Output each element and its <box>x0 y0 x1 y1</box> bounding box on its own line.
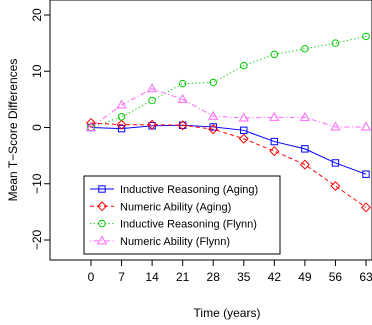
legend-box <box>83 175 281 255</box>
data-point <box>240 126 248 135</box>
data-point <box>270 137 279 146</box>
data-point <box>299 111 311 121</box>
data-point <box>360 202 372 213</box>
legend-marker <box>96 201 108 212</box>
legend-marker <box>98 185 106 193</box>
x-tick-label: 49 <box>298 270 312 284</box>
series-layer <box>85 32 372 213</box>
legend: Inductive Reasoning (Aging) Numeric Abili… <box>83 175 281 255</box>
series-diamond <box>85 117 372 213</box>
legend-entry: Inductive Reasoning (Aging) <box>90 184 258 196</box>
x-tick-label: 35 <box>237 270 251 284</box>
legend-label: Numeric Ability (Aging) <box>120 201 231 213</box>
x-axis-label: Time (years) <box>194 306 261 320</box>
data-point <box>330 180 341 192</box>
data-point <box>148 96 156 105</box>
data-point <box>301 145 309 153</box>
series-line <box>90 124 367 175</box>
x-tick-label: 63 <box>359 270 372 284</box>
data-point <box>362 32 370 41</box>
x-tick-label: 56 <box>329 270 343 284</box>
data-point <box>238 133 249 144</box>
y-tick-label: 20 <box>30 8 44 22</box>
data-point <box>177 93 188 103</box>
data-point <box>177 120 188 131</box>
x-axis: 0 7 14 21 28 35 42 49 56 63 <box>88 260 372 284</box>
plot-frame <box>49 0 372 261</box>
data-point <box>147 119 158 130</box>
legend-marker <box>96 235 108 245</box>
legend-entry: Numeric Ability (Flynn) <box>90 235 230 248</box>
data-point <box>269 146 280 157</box>
x-tick-label: 7 <box>118 270 125 284</box>
data-point <box>301 44 309 53</box>
data-point <box>239 61 248 70</box>
data-point <box>146 83 158 93</box>
data-point <box>209 78 218 87</box>
legend-label: Inductive Reasoning (Aging) <box>120 184 258 196</box>
data-point <box>238 112 249 122</box>
data-point <box>330 121 341 131</box>
legend-marker <box>98 219 106 228</box>
legend-label: Numeric Ability (Flynn) <box>120 236 230 248</box>
data-point <box>178 79 187 88</box>
x-tick-label: 21 <box>176 270 190 284</box>
data-point <box>362 170 370 178</box>
legend-entry: Inductive Reasoning (Flynn) <box>90 219 257 231</box>
series-triangle <box>85 83 372 131</box>
data-point <box>85 122 97 131</box>
series-line <box>90 35 367 128</box>
data-point <box>269 111 280 121</box>
y-tick-label: −10 <box>30 173 44 194</box>
series-square <box>87 121 370 178</box>
data-point <box>360 121 372 131</box>
data-point <box>116 99 127 109</box>
data-point <box>117 113 126 121</box>
y-tick-label: 10 <box>30 64 44 78</box>
data-point <box>270 50 279 59</box>
y-tick-label: 0 <box>30 124 44 131</box>
data-point <box>208 124 219 135</box>
legend-label: Inductive Reasoning (Flynn) <box>120 219 257 231</box>
data-point <box>116 119 127 130</box>
y-tick-label: −20 <box>30 229 44 250</box>
data-point <box>299 159 310 170</box>
y-axis: −20 −10 0 10 20 <box>30 8 50 250</box>
data-point <box>331 159 340 167</box>
x-tick-label: 0 <box>88 270 95 284</box>
data-point <box>331 39 340 47</box>
x-tick-label: 28 <box>207 270 221 284</box>
x-tick-label: 42 <box>268 270 282 284</box>
data-point <box>209 123 217 131</box>
data-point <box>208 110 219 120</box>
y-axis-label: Mean T−Score Differences <box>6 59 20 202</box>
data-point <box>117 124 126 133</box>
series-line <box>90 122 367 208</box>
series-circle <box>87 32 370 132</box>
series-line <box>90 88 366 128</box>
legend-entry: Numeric Ability (Aging) <box>90 201 231 213</box>
x-tick-label: 14 <box>145 270 159 284</box>
